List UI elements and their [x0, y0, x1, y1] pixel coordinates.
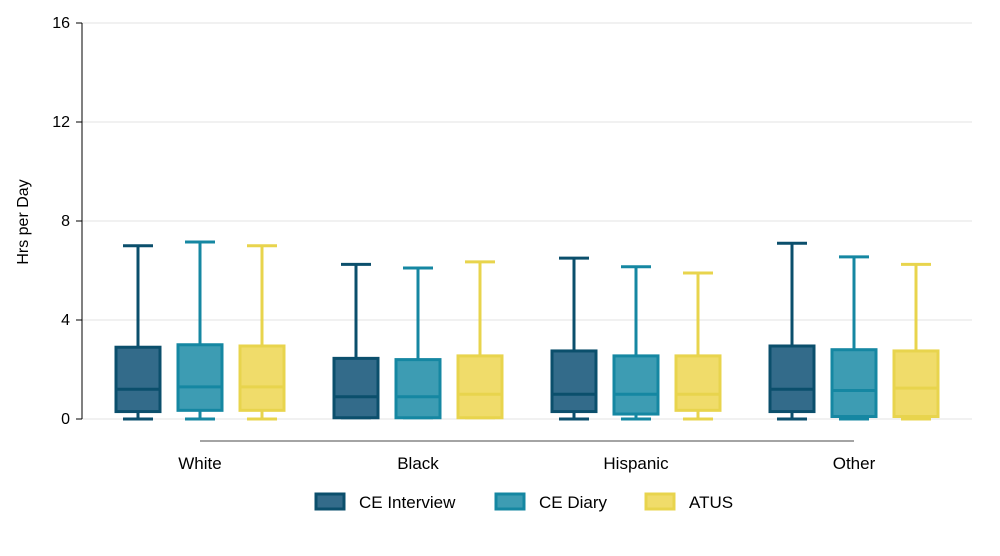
y-tick-label: 0 — [61, 411, 70, 428]
legend-swatch — [314, 492, 346, 511]
gridlines — [82, 22, 972, 420]
legend-label: CE Interview — [359, 493, 456, 512]
x-axis: White Black Hispanic Other — [178, 440, 876, 473]
legend-label: ATUS — [689, 493, 733, 512]
box-iqr — [394, 358, 442, 420]
box-iqr — [768, 344, 816, 414]
legend: CE Interview CE Diary ATUS — [314, 492, 733, 512]
y-tick-label: 8 — [61, 213, 70, 230]
y-tick-label: 16 — [52, 15, 70, 32]
y-tick-label: 12 — [52, 114, 70, 131]
box-iqr — [332, 356, 380, 420]
y-axis: 0 4 8 12 16 — [52, 15, 83, 428]
box-other-atus — [892, 262, 940, 421]
box-white-atus — [238, 244, 286, 421]
box-hispanic-ce-diary — [612, 265, 660, 421]
box-black-ce-diary — [394, 266, 442, 420]
legend-swatch — [644, 492, 676, 511]
legend-item: ATUS — [644, 492, 733, 512]
x-tick-label: Hispanic — [603, 454, 669, 473]
legend-swatch — [494, 492, 526, 511]
box-iqr — [176, 343, 224, 412]
box-iqr — [674, 354, 722, 412]
box-iqr — [114, 345, 162, 414]
box-iqr — [892, 349, 940, 419]
box-iqr — [456, 354, 504, 420]
x-tick-label: White — [178, 454, 221, 473]
box-iqr — [612, 354, 660, 416]
box-hispanic-ce-interview — [550, 256, 598, 421]
legend-item: CE Interview — [314, 492, 456, 512]
box-white-ce-diary — [176, 240, 224, 421]
box-black-atus — [456, 260, 504, 420]
box-other-ce-diary — [830, 255, 878, 421]
box-iqr — [238, 344, 286, 412]
box-white-ce-interview — [114, 244, 162, 421]
box-hispanic-atus — [674, 271, 722, 421]
box-iqr — [550, 349, 598, 414]
legend-label: CE Diary — [539, 493, 608, 512]
box-iqr — [830, 348, 878, 419]
box-series — [114, 240, 940, 421]
y-axis-title: Hrs per Day — [15, 179, 32, 264]
box-other-ce-interview — [768, 241, 816, 421]
x-tick-label: Other — [833, 454, 876, 473]
legend-item: CE Diary — [494, 492, 608, 512]
x-tick-label: Black — [397, 454, 439, 473]
y-tick-label: 4 — [61, 312, 70, 329]
box-black-ce-interview — [332, 262, 380, 420]
